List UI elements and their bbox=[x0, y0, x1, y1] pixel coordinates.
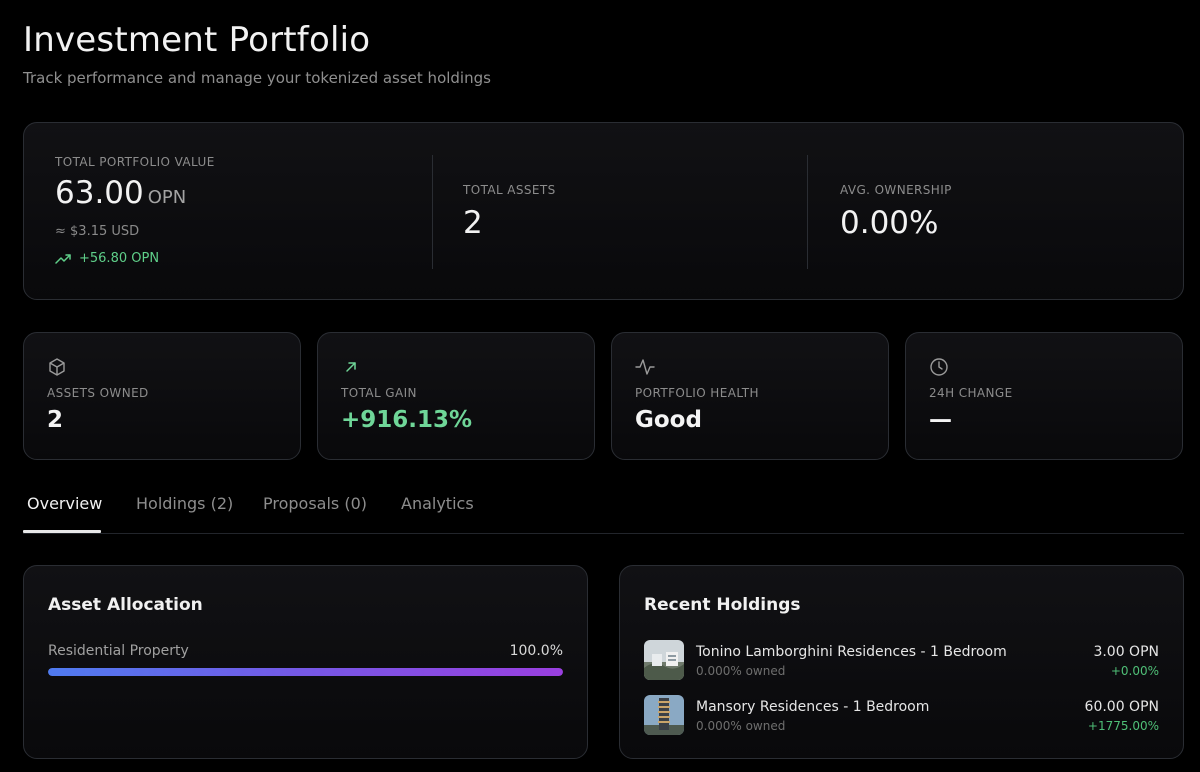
portfolio-summary-card: TOTAL PORTFOLIO VALUE 63.00 OPN ≈ $3.15 U… bbox=[23, 122, 1184, 300]
usd-value: ≈ $3.15 USD bbox=[55, 224, 140, 239]
avg-ownership-value: 0.00% bbox=[840, 205, 939, 241]
activity-icon bbox=[635, 357, 655, 377]
avg-ownership-label: AVG. OWNERSHIP bbox=[840, 183, 952, 197]
stat-label: TOTAL GAIN bbox=[341, 386, 417, 400]
stat-card-24h-change: 24H CHANGE — bbox=[905, 332, 1183, 460]
tab-bar: Overview Holdings (2) Proposals (0) Anal… bbox=[23, 478, 1184, 534]
asset-allocation-title: Asset Allocation bbox=[48, 595, 203, 615]
stat-label: PORTFOLIO HEALTH bbox=[635, 386, 759, 400]
page-subtitle: Track performance and manage your tokeni… bbox=[23, 69, 491, 87]
allocation-item-percent: 100.0% bbox=[509, 643, 563, 659]
holding-ownership: 0.000% owned bbox=[696, 719, 786, 733]
stat-label: ASSETS OWNED bbox=[47, 386, 149, 400]
divider bbox=[432, 155, 433, 269]
holding-change: +1775.00% bbox=[1087, 719, 1159, 733]
holding-thumbnail bbox=[644, 695, 684, 735]
divider bbox=[807, 155, 808, 269]
stat-value: Good bbox=[635, 407, 702, 433]
holding-thumbnail bbox=[644, 640, 684, 680]
holding-value: 3.00 OPN bbox=[1093, 644, 1159, 660]
stat-value: — bbox=[929, 407, 952, 433]
portfolio-gain: +56.80 OPN bbox=[55, 251, 159, 266]
holding-value: 60.00 OPN bbox=[1084, 699, 1159, 715]
stat-label: 24H CHANGE bbox=[929, 386, 1013, 400]
total-portfolio-value-amount: 63.00 bbox=[55, 175, 144, 211]
arrow-up-right-icon bbox=[341, 357, 361, 377]
recent-holdings-title: Recent Holdings bbox=[644, 595, 801, 615]
total-portfolio-value-label: TOTAL PORTFOLIO VALUE bbox=[55, 155, 215, 169]
total-assets-value: 2 bbox=[463, 205, 483, 241]
total-portfolio-value: 63.00 OPN bbox=[55, 175, 186, 211]
allocation-item-label: Residential Property bbox=[48, 643, 189, 659]
page-title: Investment Portfolio bbox=[23, 20, 371, 60]
tab-bar-divider bbox=[23, 533, 1184, 534]
portfolio-gain-value: +56.80 OPN bbox=[79, 251, 160, 266]
asset-allocation-card: Asset Allocation Residential Property 10… bbox=[23, 565, 588, 759]
stat-card-assets-owned: ASSETS OWNED 2 bbox=[23, 332, 301, 460]
stat-card-total-gain: TOTAL GAIN +916.13% bbox=[317, 332, 595, 460]
holding-name: Tonino Lamborghini Residences - 1 Bedroo… bbox=[696, 644, 1007, 660]
tab-proposals[interactable]: Proposals (0) bbox=[263, 494, 367, 513]
tab-holdings[interactable]: Holdings (2) bbox=[136, 494, 234, 513]
stat-value: 2 bbox=[47, 407, 64, 433]
allocation-bar-fill bbox=[48, 668, 563, 676]
holding-row[interactable]: Mansory Residences - 1 Bedroom 0.000% ow… bbox=[644, 695, 1159, 737]
active-tab-indicator bbox=[23, 530, 101, 533]
total-assets-label: TOTAL ASSETS bbox=[463, 183, 556, 197]
holding-row[interactable]: Tonino Lamborghini Residences - 1 Bedroo… bbox=[644, 640, 1159, 682]
holding-ownership: 0.000% owned bbox=[696, 664, 786, 678]
tab-analytics[interactable]: Analytics bbox=[401, 494, 474, 513]
trending-up-icon bbox=[55, 253, 71, 265]
tab-overview[interactable]: Overview bbox=[27, 494, 103, 513]
box-icon bbox=[47, 357, 67, 377]
allocation-bar-track bbox=[48, 668, 563, 676]
clock-icon bbox=[929, 357, 949, 377]
holding-name: Mansory Residences - 1 Bedroom bbox=[696, 699, 930, 715]
stat-card-portfolio-health: PORTFOLIO HEALTH Good bbox=[611, 332, 889, 460]
total-portfolio-value-unit: OPN bbox=[147, 187, 187, 208]
holding-change: +0.00% bbox=[1110, 664, 1159, 678]
stat-value: +916.13% bbox=[341, 407, 473, 433]
recent-holdings-card: Recent Holdings Tonino Lamborghini Resid… bbox=[619, 565, 1184, 759]
